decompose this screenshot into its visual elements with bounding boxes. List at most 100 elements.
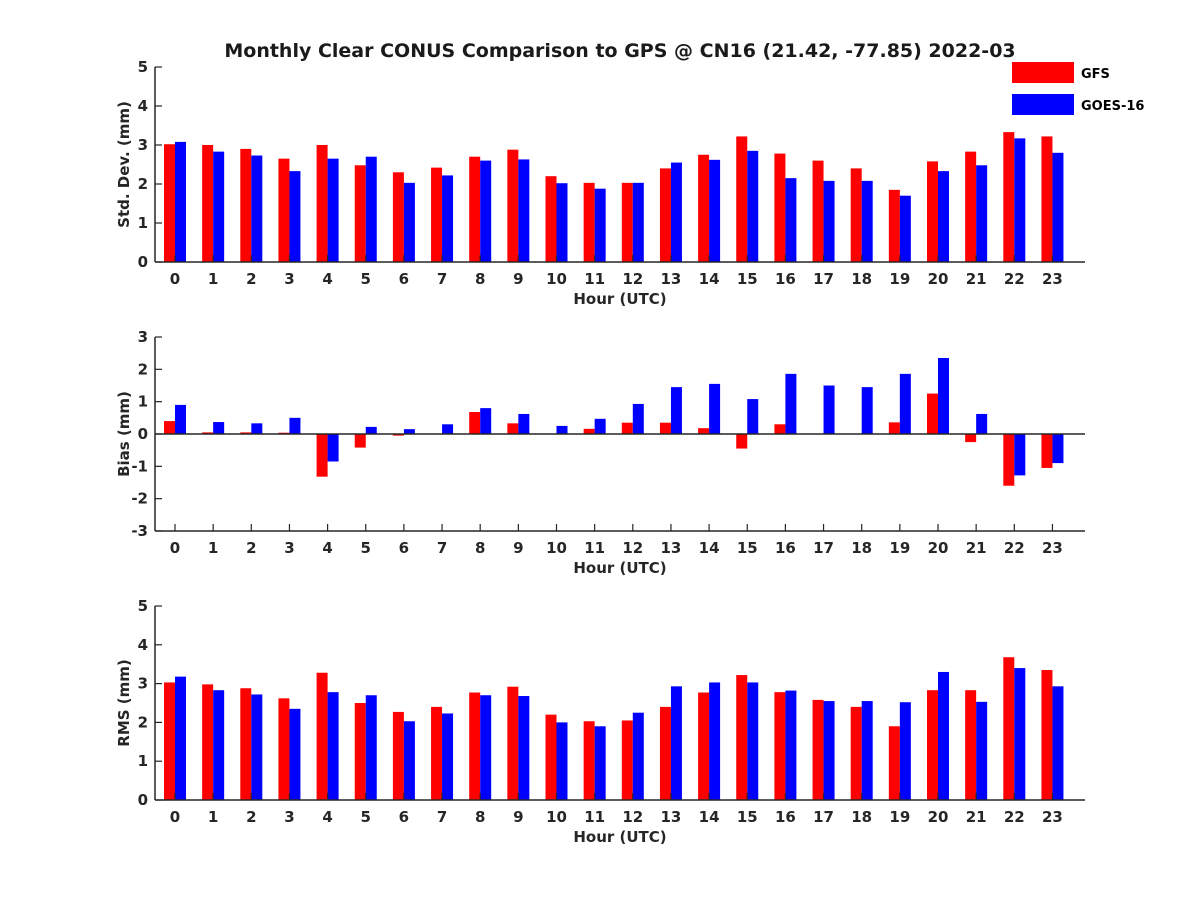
bar-0-0-2 <box>240 148 252 262</box>
bar-2-1-2 <box>251 694 263 800</box>
bar-0-1-11 <box>594 188 606 262</box>
x-tick-label-2-15: 15 <box>737 808 758 826</box>
y-tick-label-2-2: 2 <box>138 713 148 731</box>
x-axis-label-1: Hour (UTC) <box>573 559 666 577</box>
x-tick-label-0-11: 11 <box>584 270 605 288</box>
bar-0-1-1 <box>213 151 225 262</box>
x-tick-label-2-22: 22 <box>1004 808 1025 826</box>
bar-0-0-12 <box>621 182 633 262</box>
bar-1-0-13 <box>659 422 671 434</box>
bar-2-1-4 <box>327 692 339 800</box>
bar-2-0-22 <box>1003 657 1015 800</box>
bar-1-1-11 <box>594 418 606 434</box>
x-tick-label-2-23: 23 <box>1042 808 1063 826</box>
bar-1-0-8 <box>469 412 481 434</box>
bar-2-0-17 <box>812 699 824 800</box>
x-tick-label-1-18: 18 <box>851 539 872 557</box>
bar-1-0-0 <box>164 421 175 434</box>
series-2-1 <box>175 668 1064 800</box>
bar-1-1-7 <box>442 424 454 434</box>
bar-1-1-9 <box>518 413 530 434</box>
bar-0-0-3 <box>278 158 290 262</box>
x-tick-label-2-13: 13 <box>661 808 682 826</box>
bar-0-1-13 <box>670 162 682 262</box>
legend: GFS GOES-16 <box>1012 62 1144 115</box>
bar-1-1-14 <box>709 383 721 434</box>
x-tick-label-1-21: 21 <box>966 539 987 557</box>
x-tick-label-0-22: 22 <box>1004 270 1025 288</box>
bar-1-0-11 <box>583 428 595 434</box>
bar-2-0-11 <box>583 721 595 800</box>
bar-1-0-23 <box>1041 434 1053 468</box>
x-tick-label-0-20: 20 <box>928 270 949 288</box>
bar-0-1-7 <box>442 175 454 262</box>
x-tick-label-1-8: 8 <box>475 539 485 557</box>
series-1-1 <box>175 358 1064 476</box>
bar-2-0-4 <box>316 672 328 800</box>
bar-1-1-1 <box>213 422 225 434</box>
x-tick-label-2-9: 9 <box>513 808 523 826</box>
bar-0-1-2 <box>251 155 263 262</box>
bar-1-0-21 <box>965 434 977 443</box>
bar-2-0-12 <box>621 720 633 800</box>
x-tick-label-2-16: 16 <box>775 808 796 826</box>
x-tick-label-1-12: 12 <box>622 539 643 557</box>
bar-1-1-22 <box>1014 434 1026 476</box>
bar-0-1-16 <box>785 178 797 262</box>
series-2-0 <box>164 657 1053 800</box>
y-tick-label-1-5: 2 <box>138 360 148 378</box>
bar-2-0-9 <box>507 686 519 800</box>
bar-1-0-6 <box>392 434 404 436</box>
bar-0-1-15 <box>747 150 759 262</box>
x-tick-label-0-8: 8 <box>475 270 485 288</box>
bar-1-1-20 <box>938 358 949 434</box>
y-tick-label-1-0: -3 <box>131 522 148 540</box>
x-tick-label-0-9: 9 <box>513 270 523 288</box>
bar-0-0-21 <box>965 151 977 262</box>
bar-0-0-4 <box>316 145 328 262</box>
x-tick-label-0-7: 7 <box>437 270 447 288</box>
x-tick-label-0-0: 0 <box>170 270 180 288</box>
bar-0-0-22 <box>1003 132 1015 262</box>
bar-1-1-17 <box>823 385 835 434</box>
x-tick-label-1-13: 13 <box>661 539 682 557</box>
legend-swatch-gfs <box>1012 62 1074 83</box>
bar-0-0-11 <box>583 182 595 262</box>
x-tick-label-1-9: 9 <box>513 539 523 557</box>
bar-1-1-18 <box>861 387 873 434</box>
legend-item-gfs: GFS <box>1012 62 1110 83</box>
bar-2-1-20 <box>938 671 949 800</box>
x-tick-label-2-18: 18 <box>851 808 872 826</box>
x-tick-label-0-18: 18 <box>851 270 872 288</box>
x-axis-label-2: Hour (UTC) <box>573 828 666 846</box>
bar-0-0-14 <box>698 154 710 262</box>
x-tick-label-0-23: 23 <box>1042 270 1063 288</box>
bar-2-0-16 <box>774 692 786 800</box>
bar-0-0-23 <box>1041 136 1053 262</box>
y-axis-label-1: Bias (mm) <box>115 391 133 477</box>
bar-0-1-10 <box>556 183 568 262</box>
y-tick-label-0-4: 4 <box>138 97 148 115</box>
bar-0-1-23 <box>1052 152 1064 262</box>
x-tick-label-0-1: 1 <box>208 270 218 288</box>
bar-2-1-9 <box>518 696 530 800</box>
x-tick-label-2-7: 7 <box>437 808 447 826</box>
bar-2-1-16 <box>785 690 797 800</box>
bar-1-1-5 <box>365 426 377 434</box>
x-tick-label-0-6: 6 <box>399 270 409 288</box>
bar-2-0-14 <box>698 692 710 800</box>
x-tick-label-0-10: 10 <box>546 270 567 288</box>
x-tick-label-1-16: 16 <box>775 539 796 557</box>
bar-2-1-17 <box>823 701 835 800</box>
bar-0-0-9 <box>507 149 519 262</box>
y-tick-label-0-2: 2 <box>138 175 148 193</box>
bar-2-0-10 <box>545 714 557 800</box>
legend-swatch-goes16 <box>1012 94 1074 115</box>
bar-0-0-0 <box>164 144 175 262</box>
bar-2-0-5 <box>354 703 366 800</box>
x-tick-label-1-3: 3 <box>284 539 294 557</box>
bar-1-0-4 <box>316 434 328 477</box>
bar-1-1-10 <box>556 425 568 434</box>
bar-0-1-8 <box>480 160 492 262</box>
